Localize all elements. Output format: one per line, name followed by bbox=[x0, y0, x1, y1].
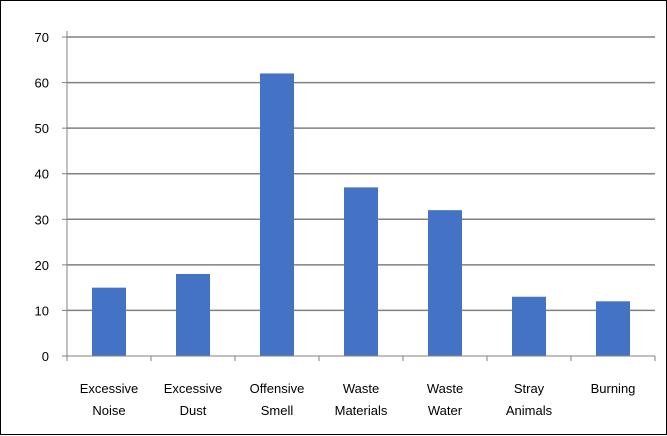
axes bbox=[62, 31, 656, 361]
y-tick-label: 10 bbox=[35, 303, 49, 318]
x-category-label: Waste bbox=[343, 381, 379, 396]
labels: 0 10 20 30 40 50 60 70 Excessive Noise Excessive Du… bbox=[35, 30, 636, 418]
bar bbox=[344, 187, 378, 356]
x-category-label: Burning bbox=[591, 381, 636, 396]
bar bbox=[176, 273, 210, 356]
x-category-label: Noise bbox=[92, 403, 125, 418]
x-category-label: Offensive bbox=[250, 381, 305, 396]
y-tick-label: 0 bbox=[42, 349, 49, 364]
x-category-label: Dust bbox=[180, 403, 207, 418]
y-tick-label: 20 bbox=[35, 258, 49, 273]
x-category-label: Excessive bbox=[80, 381, 139, 396]
y-tick-label: 40 bbox=[35, 167, 49, 182]
x-category-label: Smell bbox=[261, 403, 294, 418]
x-category-label: Animals bbox=[506, 403, 553, 418]
x-category-label: Waste bbox=[427, 381, 463, 396]
bar bbox=[596, 301, 630, 356]
bar bbox=[92, 287, 126, 356]
x-category-label: Water bbox=[428, 403, 463, 418]
x-category-label: Excessive bbox=[164, 381, 223, 396]
y-tick-label: 70 bbox=[35, 30, 49, 45]
bar bbox=[260, 73, 294, 356]
bar bbox=[512, 296, 546, 356]
y-tick-label: 60 bbox=[35, 76, 49, 91]
bars bbox=[92, 73, 630, 356]
x-category-label: Materials bbox=[335, 403, 388, 418]
y-tick-label: 30 bbox=[35, 212, 49, 227]
x-category-label: Stray bbox=[514, 381, 545, 396]
bar bbox=[428, 210, 462, 356]
y-tick-label: 50 bbox=[35, 121, 49, 136]
